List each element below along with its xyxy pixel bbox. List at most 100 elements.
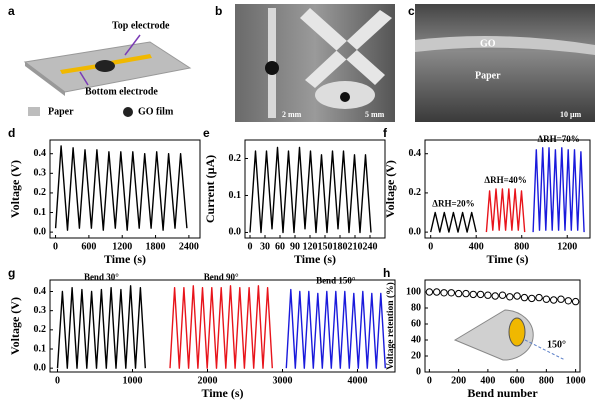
arrow — [79, 71, 89, 86]
x-tick-label: 150 — [318, 241, 333, 252]
series-label: ΔRH=70% — [537, 134, 579, 144]
x-tick-label: 400 — [469, 241, 484, 252]
x-tick-label: 0 — [55, 375, 60, 386]
panel-label: b — [215, 4, 222, 18]
inset-angle — [524, 339, 566, 361]
x-tick-label: 30 — [260, 241, 270, 252]
panel-label: g — [8, 266, 15, 280]
y-tick-label: 0 — [416, 366, 421, 377]
annotation: GO — [480, 38, 496, 49]
x-tick-label: 0 — [53, 241, 58, 252]
x-tick-label: 240 — [363, 241, 378, 252]
panel-label: h — [383, 266, 390, 280]
plot-frame — [424, 279, 581, 373]
scale-label: 2 mm — [282, 110, 302, 119]
x-tick-label: 800 — [514, 241, 529, 252]
line — [56, 285, 146, 369]
point — [564, 297, 573, 305]
x-axis-label: Time (s) — [104, 252, 146, 266]
x-tick-label: 1200 — [112, 241, 132, 252]
line — [532, 147, 585, 233]
panel-label: a — [8, 4, 15, 18]
point — [454, 289, 463, 298]
y-tick-label: 0.2 — [229, 153, 242, 164]
x-tick-label: 90 — [290, 241, 300, 252]
paper-edge — [25, 62, 65, 96]
point — [520, 293, 529, 302]
x-tick-label: 800 — [539, 375, 554, 386]
point — [432, 288, 441, 296]
x-shape — [300, 8, 392, 88]
panel-c: c GO Paper 10 μm — [408, 4, 595, 122]
x-tick-label: 4000 — [348, 375, 368, 386]
inset-electrode — [508, 317, 526, 347]
y-tick-label: 0.3 — [34, 305, 47, 316]
top-electrode — [110, 54, 152, 65]
point — [513, 292, 521, 300]
legend-swatch — [123, 107, 133, 117]
x-tick-label: 600 — [510, 375, 525, 386]
x-tick-label: 0 — [427, 375, 432, 386]
x-axis-label: Time (s) — [294, 252, 336, 266]
series-label: Bend 150° — [316, 276, 356, 286]
point — [528, 294, 536, 303]
scale-label: 5 mm — [365, 110, 385, 119]
point — [542, 295, 551, 303]
point — [447, 289, 456, 297]
go-film — [265, 61, 279, 75]
x-tick-label: 200 — [451, 375, 466, 386]
line — [54, 145, 188, 231]
y-tick-label: 0.3 — [34, 168, 47, 179]
x-tick-label: 120 — [303, 241, 318, 252]
x-tick-label: 180 — [333, 241, 348, 252]
x-tick-label: 1800 — [146, 241, 166, 252]
y-tick-label: 0.0 — [409, 226, 422, 237]
point — [571, 297, 580, 306]
x-tick-label: 0 — [248, 241, 253, 252]
y-tick-label: 0.4 — [409, 148, 422, 159]
x-tick-label: 1000 — [566, 375, 586, 386]
y-axis-label: Voltage (V) — [383, 160, 397, 218]
line — [249, 146, 372, 234]
x-tick-label: 0 — [428, 241, 433, 252]
y-tick-label: 80 — [411, 302, 421, 313]
x-tick-label: 3000 — [273, 375, 293, 386]
point — [462, 289, 470, 298]
y-tick-label: 20 — [411, 350, 421, 361]
line — [485, 188, 526, 233]
bottom-electrode — [60, 64, 100, 74]
point — [425, 288, 434, 296]
x-axis-label: Bend number — [467, 386, 538, 400]
y-tick-label: 100 — [406, 286, 421, 297]
y-tick-label: 0.1 — [34, 343, 47, 354]
legend-label: GO film — [138, 106, 174, 117]
series-label: ΔRH=40% — [484, 175, 526, 185]
y-tick-label: 0.0 — [34, 362, 47, 373]
annotation: 150° — [547, 339, 566, 350]
y-axis-label: Current (μA) — [203, 155, 217, 223]
point — [506, 293, 514, 301]
point — [469, 290, 477, 299]
plot-frame — [49, 139, 201, 239]
y-axis-label: Voltage (V) — [8, 160, 22, 218]
y-tick-label: 0.4 — [34, 286, 47, 297]
sem-image — [415, 4, 595, 122]
x-tick-label: 60 — [275, 241, 285, 252]
x-tick-label: 1000 — [123, 375, 143, 386]
series-label: Bend 90° — [204, 272, 239, 282]
point — [549, 296, 558, 304]
x-axis-label: Time (s) — [486, 252, 528, 266]
x-axis-label: Time (s) — [201, 386, 243, 400]
panel-label: c — [408, 4, 415, 18]
go-layer — [415, 36, 595, 55]
point — [498, 291, 507, 299]
point — [484, 291, 492, 299]
plot-frame — [244, 139, 386, 239]
x-tick-label: 400 — [480, 375, 495, 386]
y-tick-label: 0.1 — [34, 207, 47, 218]
point — [476, 290, 485, 299]
point — [535, 293, 543, 302]
panel-label: f — [383, 126, 388, 140]
panel-a: a Top electrode Bottom electrode Paper G… — [8, 4, 192, 117]
